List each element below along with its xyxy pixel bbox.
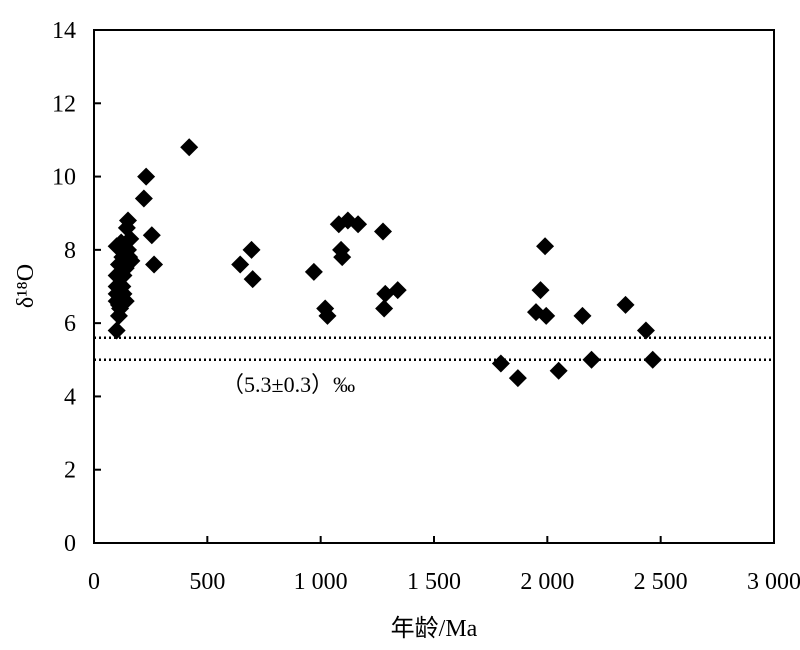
data-points: [107, 138, 662, 388]
data-point: [333, 248, 352, 267]
y-tick-label: 14: [52, 18, 76, 44]
y-tick-label: 8: [64, 238, 76, 264]
data-point: [531, 281, 550, 300]
data-point: [116, 292, 135, 311]
y-tick-label: 4: [64, 384, 76, 410]
data-point: [145, 255, 164, 274]
reference-lines: [94, 336, 774, 362]
data-point: [388, 281, 407, 300]
x-axis-ticks: 0 500 1 000 1 500 2 000 2 500 3 000: [88, 536, 800, 595]
x-axis-title: 年龄/Ma: [391, 615, 478, 642]
data-point: [508, 369, 527, 388]
data-point: [231, 255, 250, 274]
data-point: [616, 295, 635, 314]
y-axis-title: δ¹⁸O: [13, 264, 39, 308]
data-point: [134, 189, 153, 208]
data-point: [304, 262, 323, 281]
data-point: [582, 350, 601, 369]
y-axis-ticks: 0 2 4 6 8 10 12 14: [52, 18, 101, 557]
x-tick-label: 3 000: [747, 569, 800, 595]
data-point: [180, 138, 199, 157]
data-point: [119, 211, 137, 230]
data-point: [242, 240, 261, 259]
data-point: [122, 251, 141, 270]
x-tick-label: 1 000: [294, 569, 348, 595]
data-point: [491, 354, 510, 373]
data-point: [142, 226, 161, 245]
x-tick-label: 2 500: [634, 569, 688, 595]
y-tick-label: 6: [64, 311, 76, 337]
data-point: [643, 350, 662, 369]
data-point: [375, 299, 394, 318]
x-tick-label: 1 500: [407, 569, 461, 595]
data-point: [243, 270, 262, 289]
data-point: [121, 229, 140, 248]
data-point: [549, 361, 568, 380]
data-point: [636, 321, 655, 340]
y-tick-label: 0: [64, 531, 76, 557]
data-point: [318, 306, 337, 325]
y-tick-label: 2: [64, 458, 76, 484]
plot-area-frame: [93, 29, 775, 544]
range-annotation: （5.3±0.3）‰: [222, 372, 355, 397]
x-tick-label: 0: [88, 569, 100, 595]
x-tick-label: 500: [189, 569, 225, 595]
y-tick-label: 12: [52, 91, 76, 117]
x-tick-label: 2 000: [520, 569, 574, 595]
data-point: [137, 167, 156, 186]
data-point: [537, 306, 556, 325]
y-tick-label: 10: [52, 165, 76, 191]
data-point: [107, 321, 126, 340]
data-point: [374, 222, 392, 241]
data-point: [573, 306, 592, 325]
data-point: [116, 259, 135, 278]
data-point: [349, 215, 368, 234]
data-point: [536, 237, 555, 256]
